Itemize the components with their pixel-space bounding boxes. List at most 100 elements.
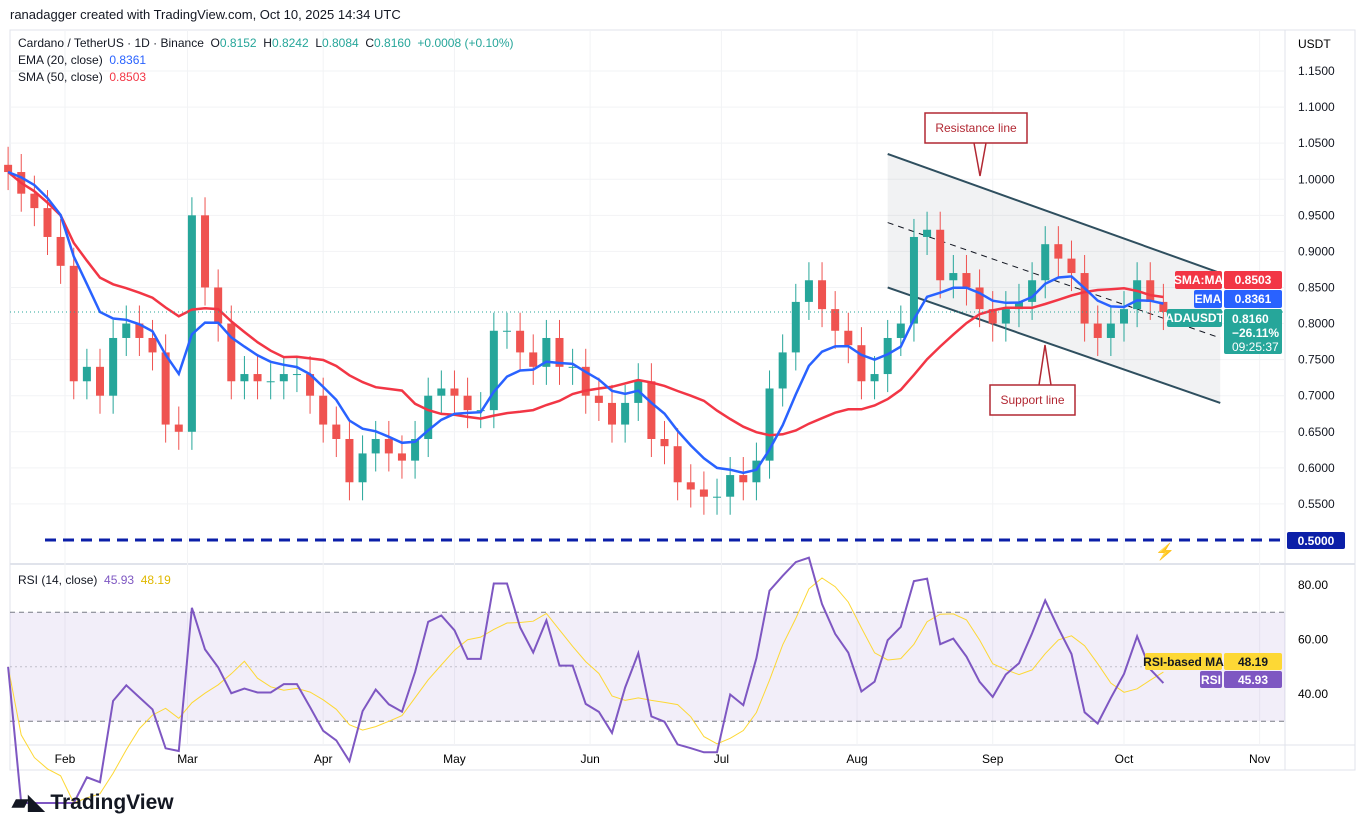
rsi-badge-value: 45.93 [1238, 673, 1268, 687]
candle-body [371, 438, 380, 454]
candle-body [765, 388, 774, 461]
candle-body [975, 287, 984, 310]
time-tick: Aug [846, 752, 867, 766]
candle-body [4, 164, 13, 173]
rsi-tick: 40.00 [1298, 687, 1328, 701]
ema-label[interactable]: EMA (20, close) [18, 53, 103, 67]
candle-body [306, 374, 315, 396]
resistance-line [887, 153, 1221, 274]
rsi-badge-label-bg [1200, 671, 1222, 688]
candle-body [30, 193, 39, 209]
time-tick: Apr [314, 752, 333, 766]
resistance-annotation: Resistance line [935, 121, 1017, 135]
sma-value: 0.8503 [109, 70, 147, 84]
high-label: H [263, 36, 272, 50]
sma-50-line [7, 171, 1164, 437]
candle-body [555, 337, 564, 367]
candle-body [516, 330, 525, 353]
rsi-ma-value: 48.19 [140, 573, 171, 587]
candle-body [358, 453, 367, 483]
candle-body [686, 482, 695, 490]
candle-body [713, 496, 722, 498]
rsi-label[interactable]: RSI (14, close) [18, 573, 98, 587]
candle-body [699, 489, 708, 497]
open-value: 0.8152 [219, 36, 257, 50]
candle-body [266, 381, 275, 383]
price-tick: 1.1000 [1298, 100, 1335, 114]
rsi-value: 45.93 [104, 573, 135, 587]
candle-body [437, 388, 446, 396]
candle-body [450, 388, 459, 396]
sma-badge-value: 0.8503 [1235, 273, 1272, 287]
candle-body [424, 395, 433, 439]
candle-body [1054, 244, 1063, 259]
candle-body [82, 366, 91, 382]
candle-body [831, 309, 840, 331]
price-tick: 1.0500 [1298, 136, 1335, 150]
chart-frame [9, 29, 1356, 771]
ema-badge-value: 0.8361 [1235, 292, 1272, 306]
support-annotation-box [989, 344, 1076, 416]
low-label: L [315, 36, 322, 50]
candle-body [883, 337, 892, 375]
candle-body [332, 424, 341, 439]
price-tick: 0.5500 [1298, 497, 1335, 511]
candle-body [1159, 301, 1168, 313]
candle-body [923, 229, 932, 237]
candle-body [1067, 258, 1076, 274]
candle-body [489, 330, 498, 411]
level-badge-bg [1287, 532, 1345, 549]
time-tick: Jun [580, 752, 599, 766]
ema-value: 0.8361 [109, 53, 147, 67]
candle-body [1028, 280, 1037, 302]
sma-badge-label: SMA:MA [1174, 273, 1224, 287]
price-tick: 0.7500 [1298, 353, 1335, 367]
candle-body [187, 215, 196, 432]
change-value: +0.0008 (+0.10%) [417, 36, 514, 50]
candle-body [96, 366, 105, 396]
ema-20-line [7, 170, 1164, 475]
change-percent: −26.11% [1232, 326, 1279, 340]
sma-label[interactable]: SMA (50, close) [18, 70, 103, 84]
ema-badge-label: EMA [1195, 292, 1222, 306]
candle-body [870, 374, 879, 382]
candle-body [804, 280, 813, 302]
candle-body [345, 438, 354, 483]
rsi-badge-value-bg [1224, 671, 1282, 688]
candle-body [109, 337, 118, 396]
candle-body [43, 208, 52, 237]
rsi-tick: 80.00 [1298, 578, 1328, 592]
close-label: C [365, 36, 375, 50]
candle-body [752, 460, 761, 483]
candle-body [608, 402, 616, 425]
candle-body [581, 366, 590, 396]
candle-body [739, 475, 748, 483]
price-badge-value: 0.8160 [1232, 312, 1269, 326]
logo-text: TradingView [50, 790, 174, 814]
candle-body [1041, 244, 1050, 281]
candle-body [69, 265, 78, 382]
rsi-tick: 60.00 [1298, 633, 1328, 647]
candle-body [227, 323, 236, 382]
candle-body [621, 402, 630, 425]
candle-body [1106, 323, 1115, 338]
candle-body [857, 345, 866, 382]
candle-body [726, 475, 735, 497]
candle-body [253, 374, 262, 382]
tradingview-logo[interactable]: ▰◣ TradingView [12, 790, 174, 815]
currency-label: USDT [1298, 37, 1331, 51]
price-tick: 1.1500 [1298, 64, 1335, 78]
resistance-annotation-box [924, 112, 1028, 177]
candle-body [1001, 309, 1010, 324]
candle-body [818, 280, 827, 310]
time-tick: Jul [714, 752, 729, 766]
rsi-badge-label: RSI [1201, 673, 1221, 687]
rsi-ma-badge-label-bg [1145, 653, 1222, 670]
candle-body [319, 395, 328, 425]
rsi-line [7, 556, 1165, 804]
low-value: 0.8084 [322, 36, 359, 50]
candle-body [1119, 309, 1128, 324]
sma-badge-label-bg [1175, 271, 1222, 289]
time-tick: Feb [55, 752, 76, 766]
